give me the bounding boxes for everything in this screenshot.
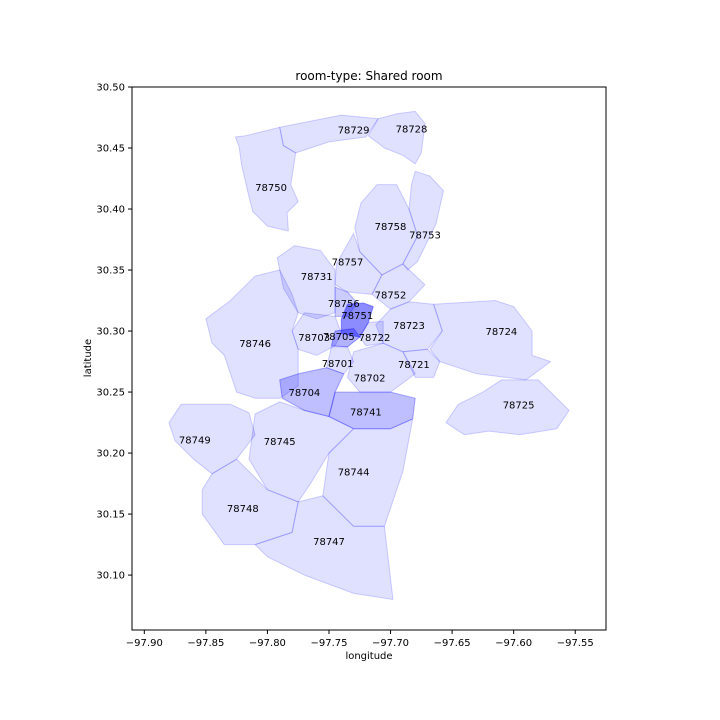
region-78702 xyxy=(347,342,416,393)
region-78704 xyxy=(279,367,345,417)
x-axis-ticks: −97.90 −97.85 −97.80 −97.75 −97.70 −97.65 −97.… xyxy=(126,630,594,649)
region-78757 xyxy=(334,232,383,295)
region-78731 xyxy=(276,245,336,320)
region-78721 xyxy=(402,348,441,378)
zip-label-78753: 78753 xyxy=(409,231,441,242)
x-tick-label: −97.60 xyxy=(495,638,532,649)
zip-label-78724: 78724 xyxy=(485,327,517,338)
y-tick-label: 30.30 xyxy=(96,327,125,338)
zip-label-78757: 78757 xyxy=(332,258,364,269)
x-tick-label: −97.85 xyxy=(187,638,224,649)
region-78758 xyxy=(354,184,419,276)
zip-label-78745: 78745 xyxy=(264,437,296,448)
y-tick-label: 30.20 xyxy=(96,449,125,460)
zip-label-78748: 78748 xyxy=(227,504,259,515)
zip-label-78731: 78731 xyxy=(301,272,333,283)
zip-label-78705: 78705 xyxy=(323,332,355,343)
zip-label-78703: 78703 xyxy=(298,333,330,344)
y-axis-ticks: 30.10 30.15 30.20 30.25 30.30 30.35 30.40 30.45… xyxy=(96,83,132,582)
zip-label-78702: 78702 xyxy=(354,373,386,384)
x-tick-label: −97.90 xyxy=(126,638,163,649)
zip-label-78722: 78722 xyxy=(359,333,391,344)
zip-label-78751: 78751 xyxy=(341,311,373,322)
region-78723 xyxy=(375,301,443,353)
y-tick-label: 30.25 xyxy=(96,388,125,399)
zip-label-78721: 78721 xyxy=(398,360,430,371)
y-tick-label: 30.50 xyxy=(96,83,125,94)
region-78747 xyxy=(254,495,394,600)
region-78750 xyxy=(234,126,299,232)
region-78724 xyxy=(429,300,552,381)
y-tick-label: 30.45 xyxy=(96,144,125,155)
zip-label-78750: 78750 xyxy=(255,183,287,194)
region-78751 xyxy=(340,302,374,338)
region-78741 xyxy=(328,391,416,430)
zip-label-78747: 78747 xyxy=(313,537,345,548)
region-78744 xyxy=(322,418,414,527)
region-78705 xyxy=(330,328,361,348)
x-tick-label: −97.70 xyxy=(372,638,409,649)
zip-label-78725: 78725 xyxy=(503,400,535,411)
zip-label-78756: 78756 xyxy=(328,299,360,310)
y-tick-label: 30.35 xyxy=(96,266,125,277)
x-tick-label: −97.75 xyxy=(310,638,347,649)
region-78701 xyxy=(326,346,355,375)
zip-label-78723: 78723 xyxy=(393,321,425,332)
x-tick-label: −97.65 xyxy=(434,638,471,649)
x-axis-label: longitude xyxy=(345,651,392,662)
region-78749 xyxy=(168,403,256,475)
y-tick-label: 30.15 xyxy=(96,510,125,521)
y-tick-label: 30.10 xyxy=(96,571,125,582)
region-78722 xyxy=(359,320,384,347)
y-tick-label: 30.40 xyxy=(96,205,125,216)
zip-label-78729: 78729 xyxy=(338,126,370,137)
zip-label-78746: 78746 xyxy=(239,339,271,350)
region-78753 xyxy=(402,170,444,271)
region-78728 xyxy=(367,110,426,165)
x-tick-label: −97.80 xyxy=(249,638,286,649)
region-78703 xyxy=(291,312,342,356)
zip-label-78701: 78701 xyxy=(322,359,354,370)
y-axis-label: latitude xyxy=(83,339,94,377)
zip-label-78758: 78758 xyxy=(375,222,407,233)
region-78729 xyxy=(279,114,379,154)
zip-label-78704: 78704 xyxy=(288,388,320,399)
region-layer xyxy=(168,110,570,600)
region-78725 xyxy=(445,379,570,436)
zip-label-78741: 78741 xyxy=(350,408,382,419)
region-78746 xyxy=(205,269,299,399)
zip-label-78728: 78728 xyxy=(396,125,428,136)
region-78748 xyxy=(201,458,299,546)
region-78756 xyxy=(334,286,358,317)
region-78745 xyxy=(248,401,355,503)
plot-frame xyxy=(131,86,607,631)
region-78752 xyxy=(371,263,426,310)
chart-title: room-type: Shared room xyxy=(295,69,442,83)
zip-label-78744: 78744 xyxy=(338,467,370,478)
x-tick-label: −97.55 xyxy=(557,638,594,649)
zip-label-78749: 78749 xyxy=(179,436,211,447)
zip-label-78752: 78752 xyxy=(375,290,407,301)
